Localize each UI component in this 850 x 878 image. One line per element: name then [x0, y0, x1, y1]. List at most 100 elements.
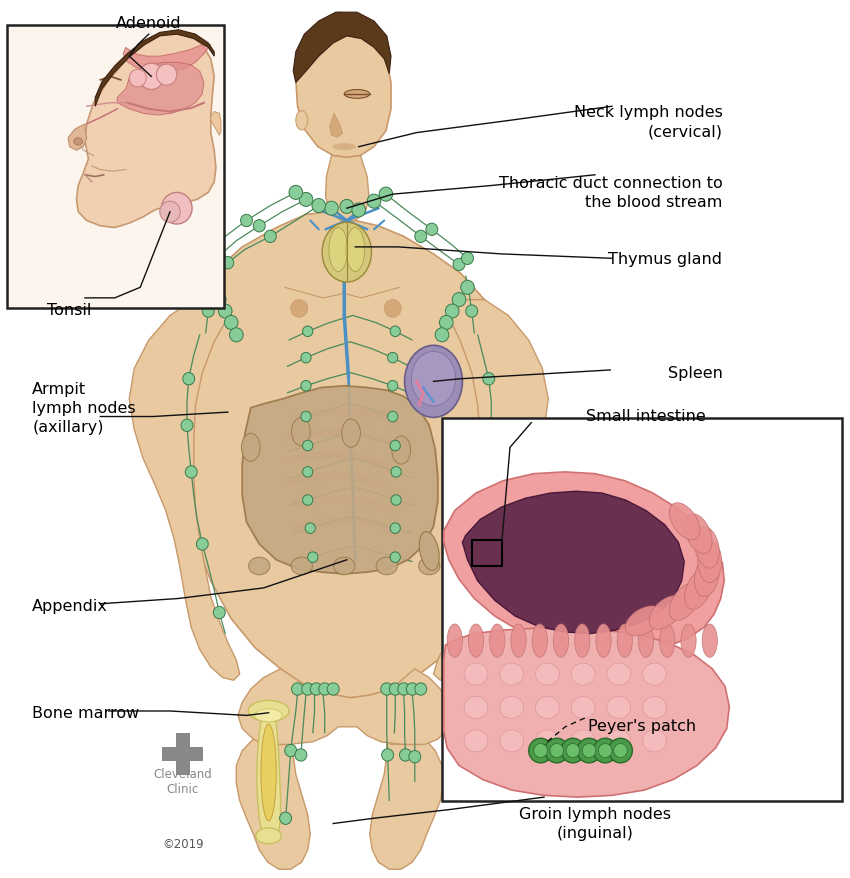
Circle shape — [534, 744, 547, 758]
Bar — [176, 733, 190, 747]
Circle shape — [301, 381, 311, 392]
Circle shape — [452, 293, 466, 307]
Ellipse shape — [571, 730, 595, 752]
Ellipse shape — [411, 352, 456, 407]
Ellipse shape — [575, 624, 590, 658]
Circle shape — [598, 744, 612, 758]
Circle shape — [292, 683, 303, 695]
Ellipse shape — [248, 558, 269, 575]
Circle shape — [614, 744, 627, 758]
Circle shape — [390, 552, 400, 563]
Circle shape — [280, 812, 292, 824]
Ellipse shape — [698, 541, 722, 583]
Circle shape — [301, 353, 311, 363]
Polygon shape — [123, 46, 211, 72]
Ellipse shape — [500, 664, 524, 685]
Ellipse shape — [500, 697, 524, 718]
Polygon shape — [296, 13, 391, 158]
Circle shape — [449, 607, 461, 619]
Text: Bone marrow: Bone marrow — [32, 705, 139, 721]
Circle shape — [466, 306, 478, 318]
Ellipse shape — [660, 624, 675, 658]
Ellipse shape — [464, 664, 488, 685]
Circle shape — [367, 195, 381, 209]
Circle shape — [310, 683, 322, 695]
Polygon shape — [129, 300, 240, 680]
Circle shape — [230, 328, 243, 342]
Circle shape — [129, 70, 146, 88]
Polygon shape — [238, 669, 452, 745]
Circle shape — [381, 683, 393, 695]
Polygon shape — [293, 13, 391, 83]
Ellipse shape — [638, 624, 654, 658]
Polygon shape — [462, 492, 684, 634]
Circle shape — [415, 683, 427, 695]
Ellipse shape — [329, 228, 348, 272]
Circle shape — [299, 193, 313, 207]
Circle shape — [466, 538, 478, 551]
Circle shape — [480, 466, 492, 479]
Circle shape — [453, 259, 465, 271]
Circle shape — [308, 552, 318, 563]
Circle shape — [400, 749, 411, 761]
Circle shape — [340, 200, 354, 214]
Circle shape — [162, 193, 192, 225]
Ellipse shape — [553, 624, 569, 658]
Ellipse shape — [607, 697, 631, 718]
Circle shape — [312, 199, 326, 213]
Circle shape — [295, 749, 307, 761]
Polygon shape — [95, 31, 214, 107]
Circle shape — [415, 231, 427, 243]
Ellipse shape — [685, 515, 712, 554]
Text: Appendix: Appendix — [32, 598, 108, 614]
Circle shape — [319, 683, 331, 695]
Circle shape — [391, 467, 401, 478]
Circle shape — [224, 316, 238, 330]
Text: Neck lymph nodes
(cervical): Neck lymph nodes (cervical) — [574, 105, 722, 140]
Ellipse shape — [376, 558, 397, 575]
Ellipse shape — [681, 624, 696, 658]
Polygon shape — [434, 300, 548, 680]
Circle shape — [160, 202, 180, 223]
Circle shape — [609, 738, 632, 763]
Circle shape — [566, 744, 580, 758]
Bar — [7, 26, 224, 309]
Ellipse shape — [500, 730, 524, 752]
Circle shape — [391, 495, 401, 506]
Ellipse shape — [342, 420, 360, 448]
Circle shape — [384, 300, 401, 318]
Circle shape — [204, 281, 218, 295]
Circle shape — [139, 64, 164, 90]
Ellipse shape — [256, 828, 281, 844]
Ellipse shape — [405, 346, 462, 418]
Text: Cleveland
Clinic: Cleveland Clinic — [153, 766, 212, 795]
Circle shape — [406, 683, 418, 695]
Ellipse shape — [248, 701, 289, 722]
Circle shape — [222, 257, 234, 270]
Circle shape — [426, 224, 438, 236]
Circle shape — [196, 538, 208, 551]
Ellipse shape — [536, 664, 559, 685]
Ellipse shape — [255, 709, 282, 722]
Ellipse shape — [468, 624, 484, 658]
Ellipse shape — [346, 228, 365, 272]
Ellipse shape — [643, 697, 666, 718]
Polygon shape — [68, 125, 87, 151]
Circle shape — [388, 353, 398, 363]
Circle shape — [325, 202, 338, 216]
Circle shape — [550, 744, 564, 758]
Circle shape — [379, 188, 393, 202]
Ellipse shape — [669, 503, 700, 540]
Circle shape — [462, 253, 473, 265]
Circle shape — [390, 441, 400, 451]
Circle shape — [253, 220, 265, 233]
Circle shape — [461, 281, 474, 295]
Circle shape — [439, 316, 453, 330]
Ellipse shape — [626, 606, 662, 637]
Polygon shape — [177, 212, 506, 698]
Ellipse shape — [490, 624, 505, 658]
Bar — [442, 419, 842, 801]
Text: Groin lymph nodes
(inguinal): Groin lymph nodes (inguinal) — [519, 806, 671, 840]
Circle shape — [582, 744, 596, 758]
Ellipse shape — [649, 596, 683, 630]
